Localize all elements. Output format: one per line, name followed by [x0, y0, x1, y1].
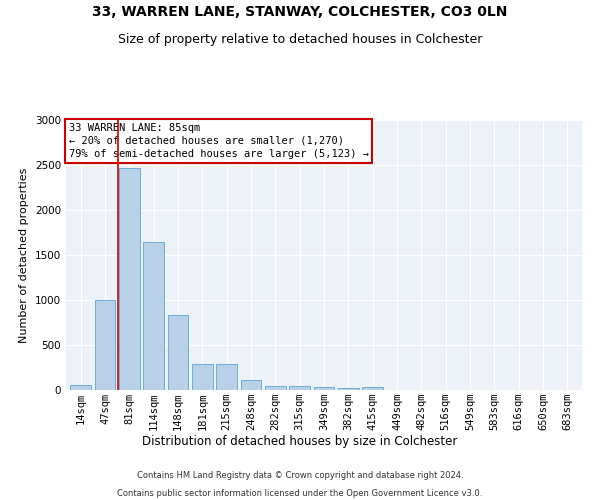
Bar — [216, 364, 237, 390]
Text: Contains public sector information licensed under the Open Government Licence v3: Contains public sector information licen… — [118, 488, 482, 498]
Y-axis label: Number of detached properties: Number of detached properties — [19, 168, 29, 342]
Text: Size of property relative to detached houses in Colchester: Size of property relative to detached ho… — [118, 32, 482, 46]
Bar — [289, 386, 310, 390]
Bar — [241, 380, 262, 390]
Text: Contains HM Land Registry data © Crown copyright and database right 2024.: Contains HM Land Registry data © Crown c… — [137, 471, 463, 480]
Bar — [95, 300, 115, 390]
Bar — [70, 385, 91, 390]
Text: 33, WARREN LANE, STANWAY, COLCHESTER, CO3 0LN: 33, WARREN LANE, STANWAY, COLCHESTER, CO… — [92, 5, 508, 19]
Text: Distribution of detached houses by size in Colchester: Distribution of detached houses by size … — [142, 435, 458, 448]
Bar — [338, 388, 359, 390]
Bar — [265, 386, 286, 390]
Bar — [143, 242, 164, 390]
Bar — [167, 316, 188, 390]
Bar — [362, 388, 383, 390]
Bar — [192, 364, 212, 390]
Bar — [119, 168, 140, 390]
Bar — [314, 387, 334, 390]
Text: 33 WARREN LANE: 85sqm
← 20% of detached houses are smaller (1,270)
79% of semi-d: 33 WARREN LANE: 85sqm ← 20% of detached … — [68, 122, 368, 159]
